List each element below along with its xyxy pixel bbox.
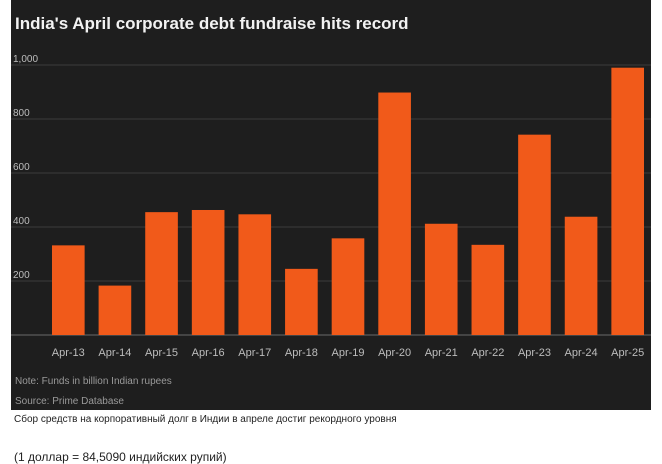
y-tick-label: 800 <box>13 108 30 119</box>
x-tick-label: Apr-18 <box>285 347 318 359</box>
bar <box>424 223 458 335</box>
y-tick-label: 1,000 <box>13 54 38 65</box>
x-tick-label: Apr-23 <box>518 347 551 359</box>
x-tick-label: Apr-14 <box>98 347 131 359</box>
x-tick-label: Apr-25 <box>611 347 644 359</box>
source-note: Source: Prime Database <box>15 396 124 407</box>
x-tick-label: Apr-13 <box>52 347 85 359</box>
x-tick-label: Apr-22 <box>471 347 504 359</box>
bar <box>331 238 365 335</box>
bar <box>611 67 645 335</box>
x-tick-label: Apr-21 <box>425 347 458 359</box>
y-tick-label: 600 <box>13 162 30 173</box>
exchange-rate-note: (1 доллар = 84,5090 индийских рупий) <box>14 450 227 464</box>
bar <box>285 268 318 335</box>
bars <box>51 67 645 335</box>
bar <box>378 92 411 335</box>
bar <box>51 245 85 335</box>
bar <box>191 209 225 335</box>
bar <box>518 134 551 335</box>
bar <box>145 212 178 335</box>
x-tick-label: Apr-16 <box>192 347 225 359</box>
bar <box>238 214 272 335</box>
x-tick-labels: Apr-13 Apr-14 Apr-15 Apr-16 Apr-17 Apr-18 Apr-… <box>52 347 644 359</box>
bar <box>471 244 505 335</box>
x-tick-label: Apr-15 <box>145 347 178 359</box>
image-caption: Сбор средств на корпоративный долг в Инд… <box>14 414 397 425</box>
y-tick-label: 200 <box>13 270 30 281</box>
chart-title: India's April corporate debt fundraise h… <box>15 14 409 33</box>
units-note: Note: Funds in billion Indian rupees <box>15 376 172 387</box>
y-tick-labels: 200 400 600 800 1,000 <box>13 54 38 281</box>
x-tick-label: Apr-17 <box>238 347 271 359</box>
x-tick-label: Apr-19 <box>331 347 364 359</box>
bar <box>564 216 598 335</box>
chart-panel: India's April corporate debt fundraise h… <box>11 0 651 410</box>
x-tick-label: Apr-20 <box>378 347 411 359</box>
bar <box>98 285 132 335</box>
x-tick-label: Apr-24 <box>565 347 598 359</box>
y-tick-label: 400 <box>13 216 30 227</box>
